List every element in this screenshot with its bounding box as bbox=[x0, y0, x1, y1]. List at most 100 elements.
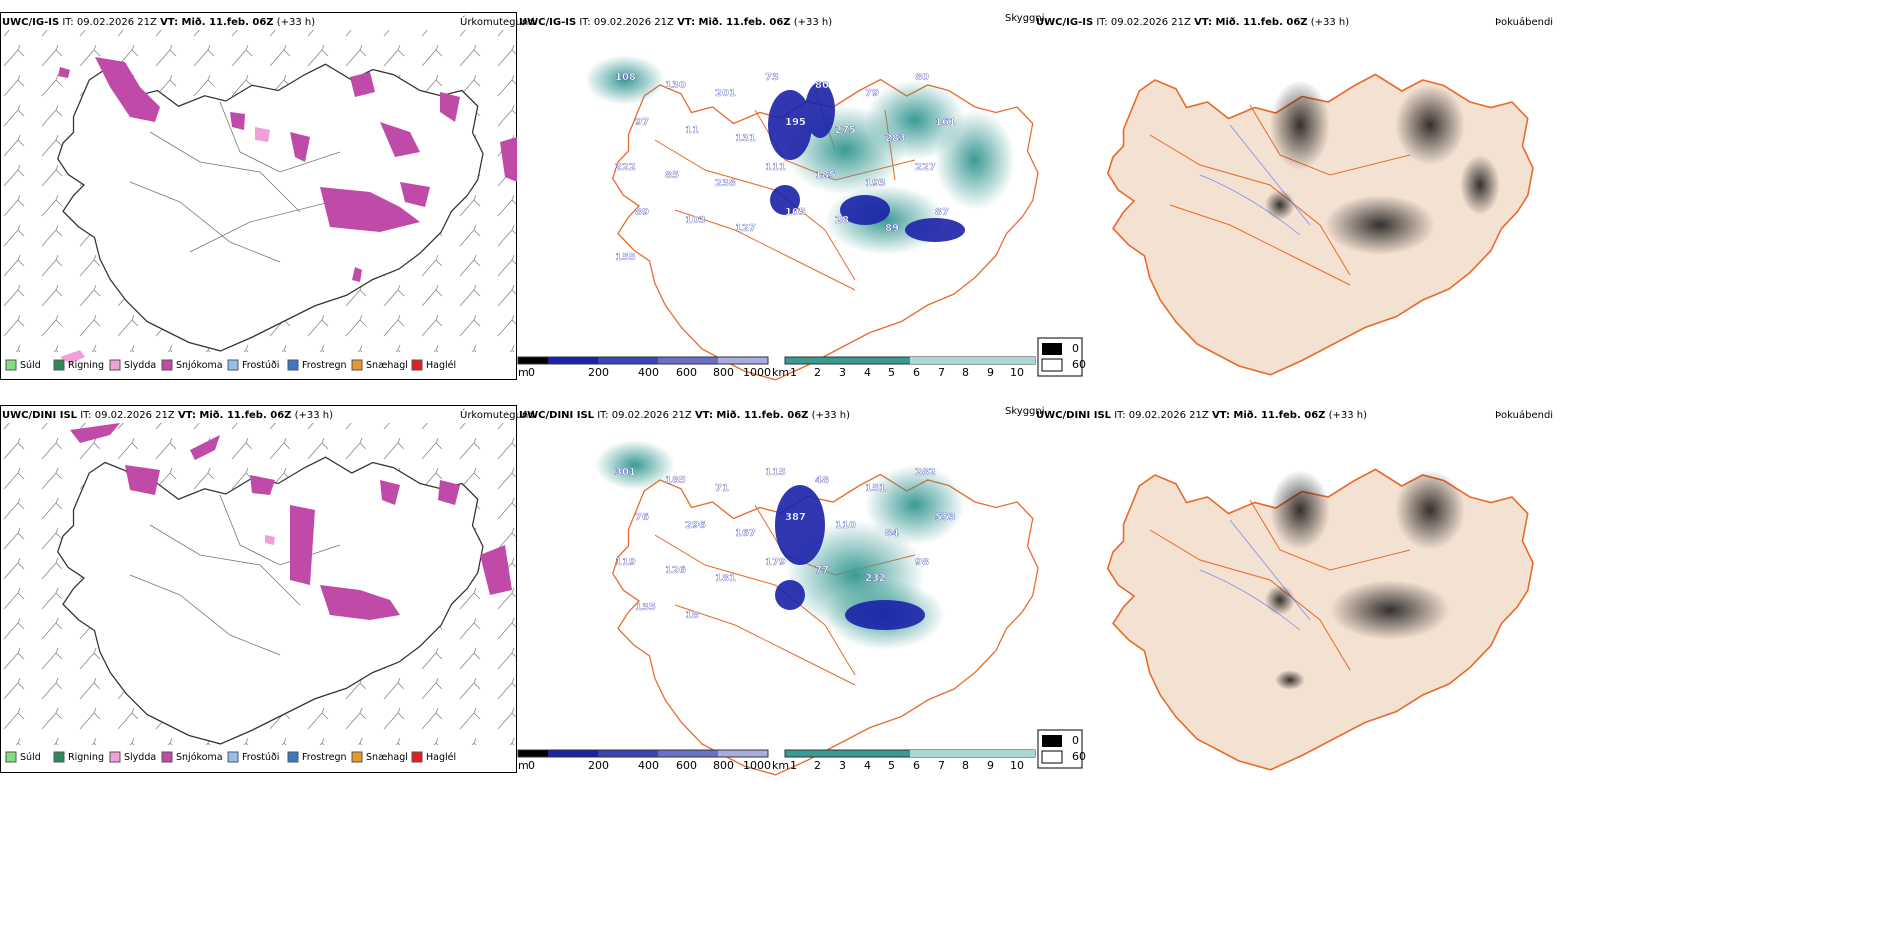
panel-type-precip-top: Úrkomutegund bbox=[460, 17, 535, 28]
cloud-height-label: 87 bbox=[935, 207, 949, 218]
cloud-height-label: 181 bbox=[715, 573, 736, 584]
cloud-height-label: 130 bbox=[665, 80, 686, 91]
cloud-height-label: 115 bbox=[765, 467, 786, 478]
cloud-height-label: 76 bbox=[635, 512, 649, 523]
cloud-height-label: 227 bbox=[915, 162, 936, 173]
precip-panel-top bbox=[0, 12, 517, 380]
cloud-height-label: 155 bbox=[615, 252, 636, 263]
cloud-height-label: 89 bbox=[635, 207, 649, 218]
cloud-height-label: 79 bbox=[865, 88, 879, 99]
cloud-height-label: 232 bbox=[865, 573, 886, 584]
fog-map-top bbox=[1106, 73, 1534, 376]
legend-swatch bbox=[227, 751, 239, 763]
cloud-height-label: 97 bbox=[635, 117, 649, 128]
cloud-height-label: 28 bbox=[835, 215, 849, 226]
legend-swatch bbox=[109, 751, 121, 763]
cloud-height-label: 201 bbox=[715, 88, 736, 99]
cloud-height-label: 77 bbox=[815, 565, 829, 576]
cloud-height-label: 110 bbox=[835, 520, 856, 531]
cloud-title-top: UWC/IG-IS IT: 09.02.2026 21Z VT: Mið. 11… bbox=[519, 17, 833, 28]
cloud-map-top bbox=[585, 55, 1039, 381]
cloud-height-label: 301 bbox=[615, 467, 636, 478]
cloud-height-label: 179 bbox=[765, 557, 786, 568]
fog-legend-top bbox=[1037, 337, 1083, 377]
cloud-height-label: 282 bbox=[915, 467, 936, 478]
cloud-height-label: 80 bbox=[815, 80, 829, 91]
cloud-height-label: 238 bbox=[715, 178, 736, 189]
cloud-height-label: 131 bbox=[735, 133, 756, 144]
cloud-height-label: 222 bbox=[615, 162, 636, 173]
cloud-map-bottom bbox=[595, 440, 1039, 776]
precip-title-top: UWC/IG-IS IT: 09.02.2026 21Z VT: Mið. 11… bbox=[2, 17, 316, 28]
legend-swatch bbox=[109, 359, 121, 371]
precip-title-bottom: UWC/DINI ISL IT: 09.02.2026 21Z VT: Mið.… bbox=[2, 410, 334, 421]
precip-map-bottom bbox=[1, 423, 516, 745]
cloud-height-label: 553 bbox=[935, 512, 956, 523]
cloud-height-label: 89 bbox=[885, 223, 899, 234]
cloud-height-label: 103 bbox=[685, 215, 706, 226]
cloud-height-label: 275 bbox=[835, 125, 856, 136]
cloud-height-label: 73 bbox=[765, 72, 779, 83]
precip-legend-labels-bottom: Súld Rigning Slydda Snjókoma Frostúði Fr… bbox=[20, 752, 457, 763]
cloud-height-label: 195 bbox=[785, 117, 806, 128]
cloud-height-label: 80 bbox=[915, 72, 929, 83]
cloud-height-label: 105 bbox=[785, 207, 806, 218]
precip-map-top bbox=[1, 30, 517, 364]
panel-type-precip-bottom: Úrkomutegund bbox=[460, 410, 535, 421]
legend-swatch bbox=[53, 359, 65, 371]
cloud-height-label: 151 bbox=[865, 483, 886, 494]
legend-swatch bbox=[161, 359, 173, 371]
cloud-height-label: 108 bbox=[615, 72, 636, 83]
cloud-height-label: 161 bbox=[935, 117, 956, 128]
legend-swatch bbox=[5, 751, 17, 763]
fog-legend-labels-top: 0 60 bbox=[1072, 342, 1086, 371]
cloud-height-label: 18 bbox=[685, 610, 699, 621]
legend-swatch bbox=[411, 359, 423, 371]
cbar-vis-bottom bbox=[784, 749, 1036, 758]
cloud-height-label: 119 bbox=[615, 557, 636, 568]
cloud-height-label: 98 bbox=[915, 557, 929, 568]
panel-type-fog-bottom: Þokuábendi bbox=[1495, 410, 1554, 421]
legend-swatch bbox=[287, 359, 299, 371]
cbar-height-top bbox=[517, 356, 769, 365]
cloud-height-label: 11 bbox=[685, 125, 699, 136]
fog-legend-labels-bottom: 0 60 bbox=[1072, 734, 1086, 763]
legend-swatch bbox=[53, 751, 65, 763]
precip-legend-labels-top: Súld Rigning Slydda Snjókoma Frostúði Fr… bbox=[20, 360, 457, 371]
precip-legend-bottom bbox=[5, 751, 423, 763]
cloud-height-label: 111 bbox=[765, 162, 786, 173]
cbar-height-bottom bbox=[517, 749, 769, 758]
cloud-labels-bottom: 301 185 71 115 48 151 282 76 296 167 387 110 84 553 11… bbox=[615, 467, 956, 621]
cloud-height-label: 167 bbox=[735, 528, 756, 539]
fog-title-top: UWC/IG-IS IT: 09.02.2026 21Z VT: Mið. 11… bbox=[1036, 17, 1350, 28]
cloud-height-label: 296 bbox=[685, 520, 706, 531]
cloud-height-label: 48 bbox=[815, 475, 829, 486]
legend-swatch bbox=[411, 751, 423, 763]
cloud-height-label: 85 bbox=[665, 170, 679, 181]
legend-swatch bbox=[351, 751, 363, 763]
fog-title-bottom: UWC/DINI ISL IT: 09.02.2026 21Z VT: Mið.… bbox=[1036, 410, 1368, 421]
legend-swatch bbox=[5, 359, 17, 371]
precip-panel-bottom bbox=[0, 405, 517, 773]
cloud-title-bottom: UWC/DINI ISL IT: 09.02.2026 21Z VT: Mið.… bbox=[519, 410, 851, 421]
precip-legend-top bbox=[5, 359, 423, 371]
cloud-height-label: 185 bbox=[665, 475, 686, 486]
legend-swatch bbox=[161, 751, 173, 763]
cloud-height-label: 84 bbox=[885, 528, 899, 539]
panel-type-cloud-top: Skyggni bbox=[1005, 13, 1045, 24]
cloud-height-label: 283 bbox=[885, 133, 906, 144]
cloud-height-label: 135 bbox=[635, 602, 656, 613]
cloud-height-label: 387 bbox=[785, 512, 806, 523]
panel-type-cloud-bottom: Skyggni bbox=[1005, 406, 1045, 417]
cloud-labels-top: 108 130 201 73 80 79 80 97 11 131 195 275 283 161 222 8… bbox=[615, 72, 956, 263]
fog-legend-bottom bbox=[1037, 729, 1083, 769]
legend-swatch bbox=[351, 359, 363, 371]
legend-swatch bbox=[287, 751, 299, 763]
cloud-height-label: 185 bbox=[815, 170, 836, 181]
panel-type-fog-top: Þokuábendi bbox=[1495, 17, 1554, 28]
fog-map-bottom bbox=[1106, 468, 1534, 771]
cloud-height-label: 126 bbox=[665, 565, 686, 576]
cloud-height-label: 193 bbox=[865, 178, 886, 189]
cloud-height-label: 71 bbox=[715, 483, 729, 494]
